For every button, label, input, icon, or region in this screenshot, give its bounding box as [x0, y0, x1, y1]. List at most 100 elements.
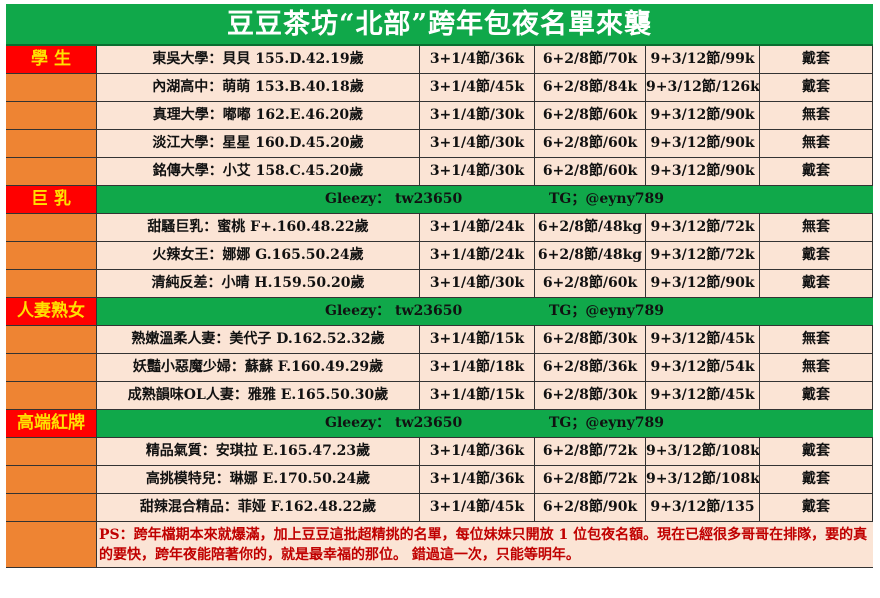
telegram-contact: TG；@eyny789: [549, 303, 664, 319]
cell-condom: 戴套: [760, 270, 873, 297]
section-header-row: 人妻熟女 Gleezy： tw23650 TG；@eyny789: [6, 298, 873, 326]
cell-price-4: 3+1/4節/24k: [420, 242, 535, 269]
table-row: 火辣女王：娜娜 G.165.50.24歲 3+1/4節/24k 6+2/8節/48k…: [6, 242, 873, 270]
cell-price-12: 9+3/12節/135: [646, 494, 760, 521]
cell-name: 真理大學：嘟嘟 162.E.46.20歲: [97, 102, 420, 129]
table-row: 清純反差：小晴 H.159.50.20歲 3+1/4節/30k 6+2/8節/60k…: [6, 270, 873, 298]
cell-condom: 無套: [760, 130, 873, 157]
cell-price-8: 6+2/8節/60k: [535, 158, 646, 185]
cell-condom: 無套: [760, 354, 873, 381]
cell-name: 內湖高中：萌萌 153.B.40.18歲: [97, 74, 420, 101]
cell-price-4: 3+1/4節/24k: [420, 214, 535, 241]
cell-price-12: 9+3/12節/54k: [646, 354, 760, 381]
cell-price-4: 3+1/4節/30k: [420, 158, 535, 185]
cell-price-12: 9+3/12節/72k: [646, 242, 760, 269]
cell-condom: 戴套: [760, 74, 873, 101]
contact-band: Gleezy： tw23650 TG；@eyny789: [97, 410, 873, 437]
category-cell: [6, 326, 97, 353]
category-label: 學 生: [6, 46, 97, 73]
table-row: 高挑模特兒：琳娜 E.170.50.24歲 3+1/4節/36k 6+2/8節/72…: [6, 466, 873, 494]
cell-price-8: 6+2/8節/48kg: [535, 214, 646, 241]
cell-price-8: 6+2/8節/84k: [535, 74, 646, 101]
section-header-row: 巨 乳 Gleezy： tw23650 TG；@eyny789: [6, 186, 873, 214]
cell-price-8: 6+2/8節/60k: [535, 270, 646, 297]
cell-condom: 戴套: [760, 242, 873, 269]
cell-price-8: 6+2/8節/60k: [535, 102, 646, 129]
cell-price-4: 3+1/4節/45k: [420, 494, 535, 521]
cell-name: 高挑模特兒：琳娜 E.170.50.24歲: [97, 466, 420, 493]
table-row: 淡江大學：星星 160.D.45.20歲 3+1/4節/30k 6+2/8節/60k…: [6, 130, 873, 158]
cell-price-12: 9+3/12節/126k: [646, 74, 760, 101]
category-label: 人妻熟女: [6, 298, 97, 325]
category-label: 高端紅牌: [6, 410, 97, 437]
ps-note: PS：跨年檔期本來就爆滿，加上豆豆這批超精挑的名單，每位妹妹只開放 1 位包夜名…: [97, 522, 873, 567]
cell-price-8: 6+2/8節/90k: [535, 494, 646, 521]
cell-name: 淡江大學：星星 160.D.45.20歲: [97, 130, 420, 157]
cell-price-8: 6+2/8節/36k: [535, 354, 646, 381]
cell-name: 甜辣混合精品：菲娅 F.162.48.22歲: [97, 494, 420, 521]
cell-price-8: 6+2/8節/72k: [535, 438, 646, 465]
table-row: 成熟韻味OL人妻：雅雅 E.165.50.30歲 3+1/4節/15k 6+2/8節…: [6, 382, 873, 410]
cell-condom: 戴套: [760, 158, 873, 185]
cell-price-12: 9+3/12節/108k: [646, 466, 760, 493]
cell-name: 火辣女王：娜娜 G.165.50.24歲: [97, 242, 420, 269]
cell-price-4: 3+1/4節/45k: [420, 74, 535, 101]
cell-condom: 無套: [760, 102, 873, 129]
cell-condom: 戴套: [760, 438, 873, 465]
schedule-sheet: 豆豆茶坊“北部”跨年包夜名單來襲 學 生東吳大學：貝貝 155.D.42.19歲…: [6, 4, 873, 568]
cell-name: 甜騷巨乳：蜜桃 F+.160.48.22歲: [97, 214, 420, 241]
cell-condom: 戴套: [760, 382, 873, 409]
cell-price-12: 9+3/12節/45k: [646, 382, 760, 409]
cell-price-12: 9+3/12節/90k: [646, 102, 760, 129]
cell-condom: 戴套: [760, 46, 873, 73]
category-cell: [6, 522, 97, 567]
cell-price-12: 9+3/12節/90k: [646, 130, 760, 157]
table-row: 甜騷巨乳：蜜桃 F+.160.48.22歲 3+1/4節/24k 6+2/8節/48…: [6, 214, 873, 242]
cell-price-8: 6+2/8節/70k: [535, 46, 646, 73]
category-cell: [6, 270, 97, 297]
cell-price-8: 6+2/8節/72k: [535, 466, 646, 493]
ps-row: PS：跨年檔期本來就爆滿，加上豆豆這批超精挑的名單，每位妹妹只開放 1 位包夜名…: [6, 522, 873, 568]
cell-name: 東吳大學：貝貝 155.D.42.19歲: [97, 46, 420, 73]
cell-condom: 戴套: [760, 466, 873, 493]
cell-price-8: 6+2/8節/30k: [535, 326, 646, 353]
cell-price-4: 3+1/4節/18k: [420, 354, 535, 381]
category-cell: [6, 438, 97, 465]
cell-name: 成熟韻味OL人妻：雅雅 E.165.50.30歲: [97, 382, 420, 409]
category-cell: [6, 102, 97, 129]
gleezy-contact: Gleezy： tw23650: [325, 303, 463, 319]
telegram-contact: TG；@eyny789: [549, 191, 664, 207]
cell-name: 熟嫩溫柔人妻：美代子 D.162.52.32歲: [97, 326, 420, 353]
cell-price-4: 3+1/4節/36k: [420, 466, 535, 493]
category-cell: [6, 242, 97, 269]
table-row: 內湖高中：萌萌 153.B.40.18歲 3+1/4節/45k 6+2/8節/84k…: [6, 74, 873, 102]
category-label: 巨 乳: [6, 186, 97, 213]
table-row: 銘傳大學：小艾 158.C.45.20歲 3+1/4節/30k 6+2/8節/60k…: [6, 158, 873, 186]
sheet-title: 豆豆茶坊“北部”跨年包夜名單來襲: [6, 4, 873, 46]
cell-price-12: 9+3/12節/72k: [646, 214, 760, 241]
cell-price-4: 3+1/4節/30k: [420, 130, 535, 157]
cell-price-4: 3+1/4節/36k: [420, 46, 535, 73]
category-cell: [6, 158, 97, 185]
table-row: 精品氣質：安琪拉 E.165.47.23歲 3+1/4節/36k 6+2/8節/72…: [6, 438, 873, 466]
cell-price-4: 3+1/4節/30k: [420, 102, 535, 129]
table-row: 真理大學：嘟嘟 162.E.46.20歲 3+1/4節/30k 6+2/8節/60k…: [6, 102, 873, 130]
contact-band: Gleezy： tw23650 TG；@eyny789: [97, 186, 873, 213]
gleezy-contact: Gleezy： tw23650: [325, 415, 463, 431]
cell-price-8: 6+2/8節/60k: [535, 130, 646, 157]
cell-price-4: 3+1/4節/15k: [420, 326, 535, 353]
table-row: 熟嫩溫柔人妻：美代子 D.162.52.32歲 3+1/4節/15k 6+2/8節/…: [6, 326, 873, 354]
category-cell: [6, 130, 97, 157]
cell-price-12: 9+3/12節/45k: [646, 326, 760, 353]
category-cell: [6, 354, 97, 381]
telegram-contact: TG；@eyny789: [549, 415, 664, 431]
cell-condom: 無套: [760, 214, 873, 241]
cell-name: 妖豔小惡魔少婦：蘇蘇 F.160.49.29歲: [97, 354, 420, 381]
cell-condom: 無套: [760, 326, 873, 353]
cell-price-8: 6+2/8節/48kg: [535, 242, 646, 269]
section-header-row: 高端紅牌 Gleezy： tw23650 TG；@eyny789: [6, 410, 873, 438]
cell-price-12: 9+3/12節/90k: [646, 158, 760, 185]
category-cell: [6, 382, 97, 409]
cell-price-4: 3+1/4節/15k: [420, 382, 535, 409]
cell-price-8: 6+2/8節/30k: [535, 382, 646, 409]
